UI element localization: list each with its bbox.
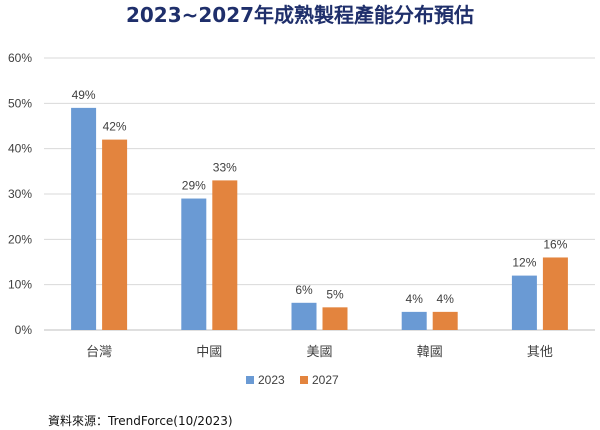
data-label: 42% bbox=[103, 120, 127, 134]
bar-2027-中國 bbox=[212, 180, 238, 330]
bar-2023-其他 bbox=[511, 275, 537, 330]
y-tick-label: 10% bbox=[8, 278, 32, 292]
bar-2023-韓國 bbox=[401, 311, 427, 330]
y-tick-label: 30% bbox=[8, 187, 32, 201]
legend: 2023 2027 bbox=[246, 373, 339, 387]
y-tick-label: 60% bbox=[8, 51, 32, 65]
data-label: 16% bbox=[543, 237, 567, 251]
data-label: 5% bbox=[326, 287, 344, 301]
x-axis-categories: 台灣 中國 美國 韓國 其他 bbox=[86, 345, 553, 360]
x-category-label: 美國 bbox=[306, 345, 332, 360]
legend-swatch-2023 bbox=[246, 376, 254, 384]
bar-2023-美國 bbox=[291, 302, 317, 330]
data-label: 49% bbox=[72, 88, 96, 102]
bar-2027-其他 bbox=[542, 257, 568, 330]
x-category-label: 台灣 bbox=[86, 345, 112, 360]
data-label: 4% bbox=[437, 292, 455, 306]
data-label: 33% bbox=[213, 160, 237, 174]
y-tick-label: 50% bbox=[8, 96, 32, 110]
bar-2027-台灣 bbox=[102, 139, 128, 330]
source-note: 資料來源：TrendForce(10/2023) bbox=[48, 414, 233, 428]
bar-2027-韓國 bbox=[432, 311, 458, 330]
y-tick-label: 20% bbox=[8, 232, 32, 246]
y-tick-label: 0% bbox=[15, 323, 33, 337]
y-tick-label: 40% bbox=[8, 142, 32, 156]
gridlines bbox=[44, 57, 595, 331]
data-labels: 49% 42% 29% 33% 6% 5% 4% 4% 12% 16% bbox=[72, 88, 568, 306]
legend-label-2027: 2027 bbox=[312, 373, 339, 387]
legend-swatch-2027 bbox=[300, 376, 308, 384]
x-category-label: 中國 bbox=[196, 345, 222, 360]
data-label: 6% bbox=[295, 283, 313, 297]
bar-2023-台灣 bbox=[71, 107, 97, 330]
legend-label-2023: 2023 bbox=[258, 373, 285, 387]
bar-2027-美國 bbox=[322, 307, 348, 330]
x-category-label: 其他 bbox=[527, 345, 553, 360]
data-label: 12% bbox=[512, 256, 536, 270]
bar-2023-中國 bbox=[181, 198, 207, 330]
y-axis-ticks: 0% 10% 20% 30% 40% 50% 60% bbox=[8, 51, 32, 337]
data-label: 29% bbox=[182, 179, 206, 193]
data-label: 4% bbox=[406, 292, 424, 306]
x-category-label: 韓國 bbox=[417, 345, 443, 360]
bars bbox=[71, 107, 568, 330]
chart-title: 2023~2027年成熟製程產能分布預估 bbox=[126, 3, 474, 27]
